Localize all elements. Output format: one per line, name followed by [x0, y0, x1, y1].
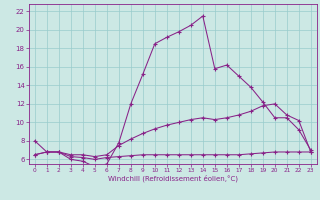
X-axis label: Windchill (Refroidissement éolien,°C): Windchill (Refroidissement éolien,°C) [108, 175, 238, 182]
